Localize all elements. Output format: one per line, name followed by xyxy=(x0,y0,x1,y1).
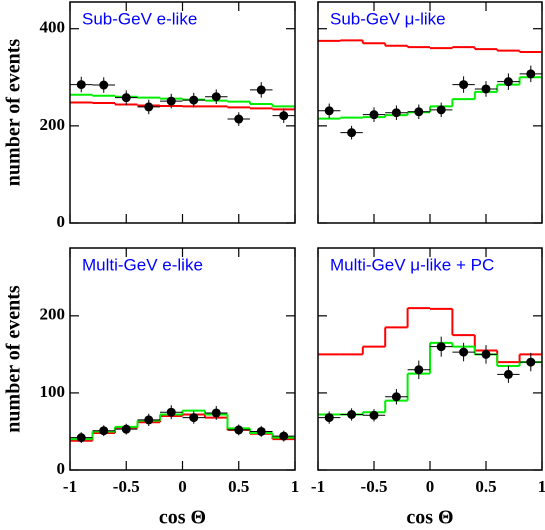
plot-area xyxy=(70,76,295,126)
x-tick-label: 1 xyxy=(538,477,545,496)
data-point xyxy=(436,342,446,352)
panel-title: Multi-GeV μ-like + PC xyxy=(330,255,494,274)
panel: -1 -0.5 0 0.5 1 Multi-GeV μ-like + PC cos Θ xyxy=(311,247,545,529)
x-tick-label: -0.5 xyxy=(113,477,140,496)
y-tick-label: 200 xyxy=(40,305,66,324)
x-tick-label: -1 xyxy=(311,477,325,496)
data-point xyxy=(279,111,289,121)
data-point xyxy=(166,96,176,106)
data-point xyxy=(391,108,401,118)
x-axis-label: cos Θ xyxy=(406,507,453,529)
data-point xyxy=(347,128,357,138)
data-point xyxy=(481,84,491,94)
data-point xyxy=(121,424,131,434)
data-point xyxy=(121,93,131,103)
data-point xyxy=(324,106,334,116)
data-point xyxy=(211,92,221,102)
data-point xyxy=(459,347,469,357)
data-point xyxy=(234,425,244,435)
data-point xyxy=(459,80,469,90)
data-point xyxy=(279,431,289,441)
data-point xyxy=(503,369,513,379)
data-point xyxy=(526,69,536,79)
x-tick-label: 1 xyxy=(291,477,300,496)
x-axis-label: cos Θ xyxy=(159,507,206,529)
plot-area xyxy=(318,307,542,424)
panel: 0 200 400 Sub-GeV e-like number of events xyxy=(3,1,296,231)
y-tick-label: 0 xyxy=(57,212,66,231)
data-point xyxy=(189,95,199,105)
data-point xyxy=(324,413,334,423)
data-point xyxy=(347,410,357,419)
data-point xyxy=(414,365,424,375)
y-axis-label: number of events xyxy=(3,285,25,433)
data-point xyxy=(436,105,446,115)
data-point xyxy=(99,426,109,436)
data-point xyxy=(369,410,379,420)
data-point xyxy=(144,102,154,112)
plot-area xyxy=(318,39,542,140)
panel-title: Sub-GeV e-like xyxy=(82,9,197,28)
x-tick-label: -0.5 xyxy=(361,477,388,496)
x-tick-label: 0.5 xyxy=(475,477,496,496)
data-point xyxy=(256,426,266,436)
y-axis-label: number of events xyxy=(3,39,25,187)
data-point xyxy=(234,114,244,124)
y-tick-label: 100 xyxy=(40,382,66,401)
frame xyxy=(69,1,296,224)
data-point xyxy=(166,407,176,417)
x-tick-label: -1 xyxy=(63,477,77,496)
panel-title: Multi-GeV e-like xyxy=(82,255,203,274)
data-point xyxy=(99,80,109,90)
y-tick-label: 400 xyxy=(40,18,66,37)
data-point xyxy=(256,85,266,95)
data-point xyxy=(76,80,86,90)
data-point xyxy=(414,107,424,117)
plot-area xyxy=(70,405,295,444)
panel: 0 100 200 -1 -0.5 0 0.5 1 Multi-GeV e-like number… xyxy=(3,247,300,529)
data-point xyxy=(144,415,154,425)
panel-title: Sub-GeV μ-like xyxy=(330,9,446,28)
data-point xyxy=(76,433,86,443)
data-point xyxy=(481,349,491,359)
data-point xyxy=(369,110,379,120)
x-tick-label: 0 xyxy=(426,477,435,496)
panel: Sub-GeV μ-like xyxy=(317,1,543,224)
data-point xyxy=(503,77,513,87)
y-tick-label: 0 xyxy=(57,459,66,478)
data-point xyxy=(211,408,221,418)
x-tick-label: 0 xyxy=(178,477,187,496)
data-point xyxy=(189,413,199,423)
y-tick-label: 200 xyxy=(40,115,66,134)
data-point xyxy=(526,357,536,367)
x-tick-label: 0.5 xyxy=(228,477,249,496)
data-point xyxy=(391,392,401,402)
